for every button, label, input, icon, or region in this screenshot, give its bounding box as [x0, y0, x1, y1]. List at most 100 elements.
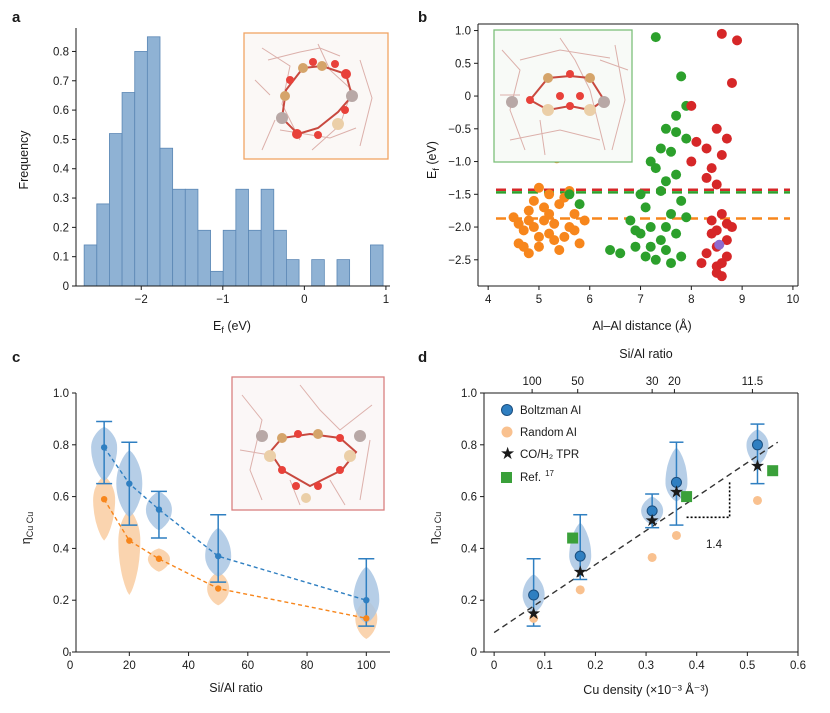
- point-green: [615, 248, 626, 259]
- point-boltzman: [155, 506, 163, 513]
- y-axis-label-d: ηCu Cu: [427, 512, 443, 544]
- point-green: [645, 222, 656, 233]
- y-tick-label: 0.5: [53, 134, 69, 146]
- y-tick-label: 0.6: [53, 492, 69, 504]
- histogram-bar: [235, 188, 249, 287]
- point-random: [671, 530, 681, 540]
- slope-annotation: 1.4: [706, 539, 723, 551]
- point-red: [716, 150, 727, 160]
- histogram-bar: [311, 259, 325, 287]
- atom-al: [256, 430, 268, 442]
- point-boltzman: [363, 597, 370, 604]
- point-tpr: ★: [669, 482, 684, 501]
- histogram-bar: [370, 244, 384, 287]
- x-tick-label: 0: [491, 660, 497, 672]
- histogram-bar: [96, 203, 110, 287]
- atom-o: [526, 96, 534, 104]
- inset-structure-c: [231, 376, 385, 511]
- y-tick-label: 0.8: [53, 46, 69, 58]
- x-tick-label: 100: [357, 660, 376, 672]
- point-orange: [544, 189, 555, 200]
- point-green: [666, 208, 677, 219]
- x-tick-label: 6: [587, 294, 593, 306]
- point-red: [716, 208, 727, 219]
- point-green: [671, 169, 682, 180]
- x-tick-label: 7: [637, 294, 643, 306]
- point-red: [701, 172, 712, 183]
- point-boltzman: [646, 505, 658, 517]
- x-axis-label-b: Al–Al distance (Å): [592, 318, 691, 333]
- point-green: [574, 199, 585, 210]
- y-tick-label: 0.8: [53, 440, 69, 452]
- atom-o: [314, 482, 322, 490]
- point-orange: [549, 218, 560, 229]
- atom-si: [298, 63, 308, 73]
- atom-cu: [264, 450, 276, 462]
- scatter-points: [508, 28, 743, 282]
- point-green: [645, 241, 656, 252]
- atom-o: [566, 70, 574, 78]
- point-red: [711, 123, 722, 134]
- point-red: [726, 222, 737, 233]
- atom-si: [280, 91, 290, 101]
- point-red: [711, 179, 722, 190]
- atom-o: [314, 131, 322, 139]
- point-random: [100, 495, 108, 503]
- x-tick-label: 4: [485, 294, 492, 306]
- point-tpr: ★: [750, 457, 765, 476]
- histogram-bar: [222, 229, 237, 287]
- point-green: [666, 146, 677, 157]
- panel-c-violin: 0 20 40 60 80 100 0 0.2 0.4 0.6 0.8 1.0 Si/Al ratio…: [19, 376, 390, 695]
- x-axis-label-d: Cu density (×10⁻³ Å⁻³): [583, 682, 708, 697]
- point-red: [721, 235, 732, 246]
- point-green: [650, 254, 661, 265]
- point-green: [660, 244, 671, 255]
- y-tick-label: 0.5: [455, 58, 471, 70]
- histogram-bar: [248, 229, 262, 287]
- atom-o: [336, 434, 344, 442]
- point-orange: [569, 208, 580, 219]
- point-boltzman: [670, 476, 682, 488]
- histogram-bar: [197, 229, 211, 287]
- atom-si: [585, 73, 595, 83]
- atom-o: [292, 482, 300, 490]
- y-tick-label: 0: [63, 647, 69, 659]
- point-red: [711, 225, 722, 236]
- point-boltzman: [126, 480, 133, 487]
- point-boltzman: [751, 439, 763, 451]
- point-red: [721, 251, 732, 262]
- point-purple: [714, 239, 725, 250]
- scatter-points-d: ★ ★ ★ ★ ★: [526, 423, 779, 627]
- atom-o: [278, 466, 286, 474]
- histogram-bar: [286, 259, 300, 287]
- point-tpr: ★: [573, 563, 588, 582]
- point-orange: [549, 235, 560, 246]
- axes-b: 4 5 6 7 8 9 10 −2.5 −2.0 −1.5 −1.0 −0.5 0 0.5 1.0: [448, 23, 799, 306]
- point-red: [686, 156, 697, 167]
- y-tick-label: 0.4: [461, 543, 478, 555]
- atom-o: [309, 58, 317, 66]
- axes-c: 0 20 40 60 80 100 0 0.2 0.4 0.6 0.8 1.0: [53, 388, 390, 672]
- legend-label-boltzman: Boltzman AI: [520, 405, 581, 417]
- point-random: [529, 613, 539, 623]
- y-tick-label: 0.6: [461, 492, 477, 504]
- x-tick-label: −1: [216, 294, 229, 306]
- x-tick-label: 9: [739, 294, 745, 306]
- point-orange: [569, 225, 580, 236]
- panel-letter-c: c: [12, 349, 20, 366]
- atom-al: [276, 112, 288, 124]
- y-tick-label: −1.5: [448, 189, 471, 201]
- violin-random: [93, 475, 116, 541]
- y-tick-label: 1.0: [461, 388, 477, 400]
- point-orange: [544, 208, 555, 219]
- atom-o: [336, 466, 344, 474]
- y-tick-label: 0.3: [53, 193, 69, 205]
- y-tick-label: 0.1: [53, 252, 69, 264]
- atom-o: [292, 129, 302, 139]
- point-red: [686, 100, 697, 111]
- top-tick-label: 11.5: [742, 376, 764, 388]
- y-tick-label: −2.5: [448, 255, 471, 267]
- x-tick-label: 40: [182, 660, 195, 672]
- point-red: [726, 77, 737, 88]
